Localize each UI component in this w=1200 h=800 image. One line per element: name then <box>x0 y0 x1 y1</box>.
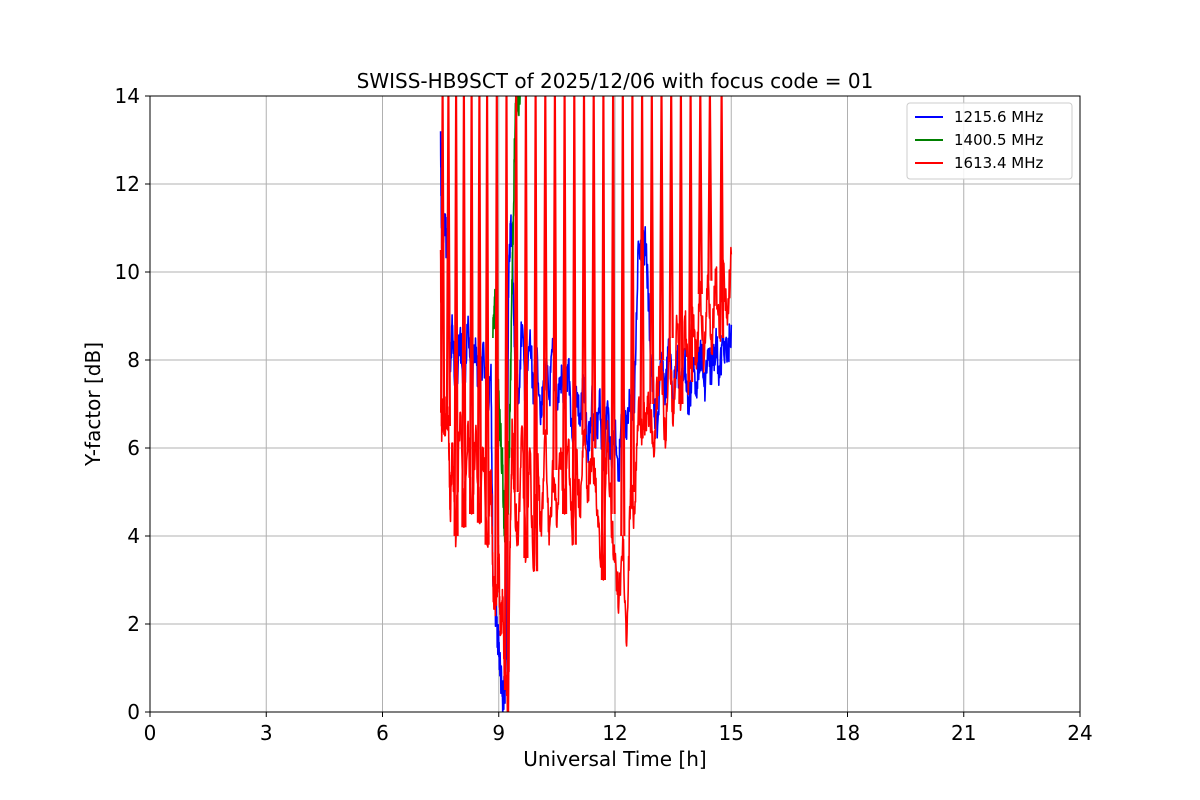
x-tick-label: 21 <box>951 721 976 745</box>
y-tick-label: 0 <box>127 700 140 724</box>
calibration-spike <box>707 96 713 281</box>
y-tick-label: 6 <box>127 436 140 460</box>
y-tick-label: 10 <box>115 260 140 284</box>
legend-label: 1400.5 MHz <box>954 131 1043 149</box>
calibration-spike <box>668 96 674 339</box>
calibration-spike <box>503 96 510 691</box>
calibration-spike <box>476 96 482 523</box>
legend-box <box>906 102 1073 180</box>
calibration-spike <box>469 96 475 515</box>
calibration-spike <box>461 96 467 528</box>
calibration-spike <box>697 96 703 295</box>
series-lines <box>439 96 733 712</box>
x-tick-label: 24 <box>1067 721 1092 745</box>
legend: 1215.6 MHz 1400.5 MHz 1613.4 MHz <box>906 102 1073 180</box>
y-tick-label: 14 <box>115 84 140 108</box>
calibration-spike <box>552 96 558 471</box>
calibration-spike <box>629 96 635 493</box>
calibration-spike <box>658 96 665 361</box>
calibration-spike <box>513 96 519 493</box>
x-tick-label: 0 <box>144 721 157 745</box>
x-tick-label: 18 <box>835 721 860 745</box>
y-tick-label: 2 <box>127 612 140 636</box>
calibration-spike <box>591 96 597 449</box>
calibration-spike <box>639 96 645 427</box>
calibration-spike <box>649 96 655 405</box>
calibration-spike <box>688 96 694 383</box>
calibration-spike <box>445 96 451 427</box>
calibration-spike <box>719 96 725 339</box>
calibration-spike <box>678 96 684 405</box>
chart-title: SWISS-HB9SCT of 2025/12/06 with focus co… <box>357 69 874 93</box>
legend-label: 1613.4 MHz <box>954 154 1043 172</box>
x-tick-label: 12 <box>602 721 627 745</box>
x-tick-label: 3 <box>260 721 273 745</box>
x-tick-label: 15 <box>719 721 744 745</box>
x-tick-label: 9 <box>492 721 505 745</box>
calibration-spike <box>440 96 446 413</box>
calibration-spike <box>581 96 587 435</box>
calibration-spike <box>494 96 500 589</box>
calibration-spike <box>620 96 626 537</box>
calibration-spike <box>562 96 568 515</box>
y-tick-label: 8 <box>127 348 140 372</box>
x-tick-label: 6 <box>376 721 389 745</box>
calibration-spike <box>542 96 548 435</box>
calibration-spike <box>571 96 577 545</box>
calibration-spike <box>600 96 606 581</box>
y-tick-label: 4 <box>127 524 140 548</box>
legend-label: 1215.6 MHz <box>954 108 1043 126</box>
calibration-spike <box>484 96 490 545</box>
y-axis-label: Y-factor [dB] <box>81 342 105 467</box>
calibration-spike <box>610 96 616 515</box>
calibration-spike <box>533 96 539 572</box>
y-tick-label: 12 <box>115 172 140 196</box>
calibration-spike <box>453 96 459 537</box>
x-axis-label: Universal Time [h] <box>523 747 706 771</box>
calibration-spike <box>523 96 529 559</box>
